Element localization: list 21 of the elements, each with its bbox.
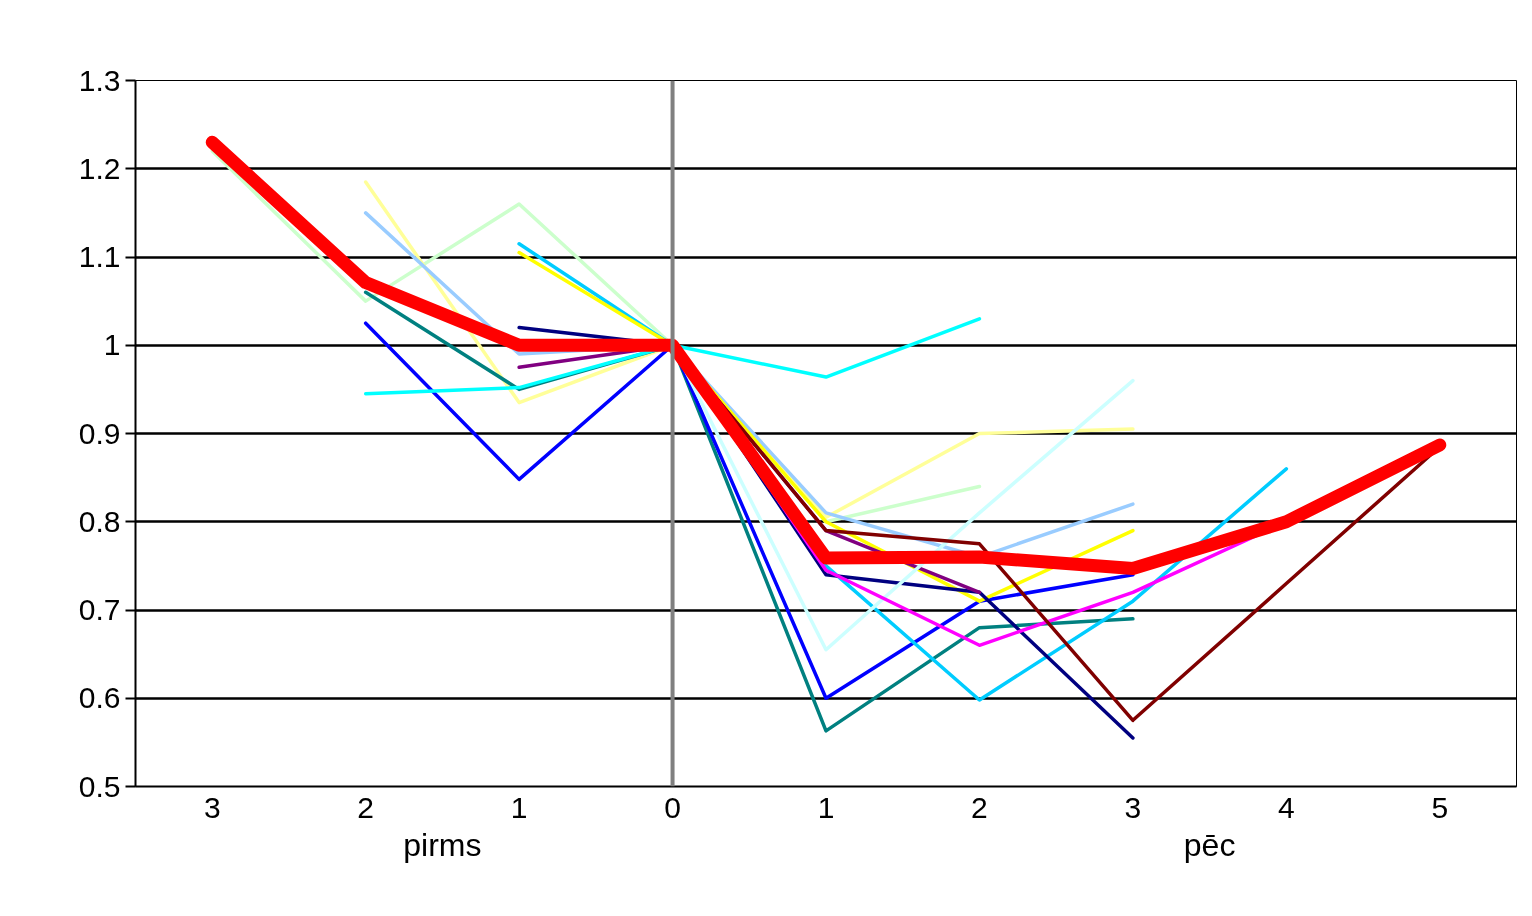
y-tick-label: 1.1 xyxy=(78,240,121,273)
y-tick-label: 0.7 xyxy=(78,593,121,626)
text: pēc xyxy=(1183,826,1236,863)
y-tick-label: 1.2 xyxy=(78,151,121,185)
y-tick-label: 0.5 xyxy=(78,769,121,803)
y-tick-label: 0.9 xyxy=(78,416,121,450)
y-tick-label: 0.8 xyxy=(78,504,121,538)
x-tick-label: 1 xyxy=(510,790,528,824)
x-tick-label: 2 xyxy=(971,790,988,824)
x-tick-label: 4 xyxy=(1277,790,1295,824)
x-tick-label: 3 xyxy=(203,790,221,824)
x-tick-label: 2 xyxy=(357,790,375,824)
x-tick-label: 3 xyxy=(1124,790,1142,824)
y-tick-label: 1 xyxy=(103,328,121,362)
line-series xyxy=(363,317,982,396)
x-tick-label: 1 xyxy=(817,790,835,824)
x-tick-label: 5 xyxy=(1431,790,1449,824)
x-tick-label: 0 xyxy=(664,790,681,824)
y-tick-label: 1.3 xyxy=(78,63,121,97)
y-tick-label: 0.6 xyxy=(78,681,121,715)
text: pirms xyxy=(403,826,482,863)
